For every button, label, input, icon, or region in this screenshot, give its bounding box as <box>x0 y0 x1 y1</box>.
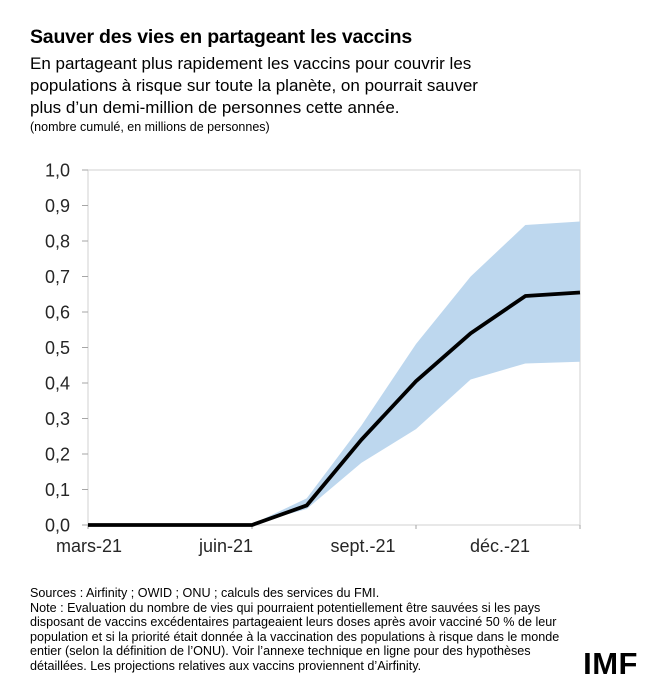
note-line: population et si la priorité était donné… <box>30 629 560 644</box>
svg-text:1,0: 1,0 <box>45 161 70 181</box>
svg-text:0,7: 0,7 <box>45 267 70 287</box>
axis-unit-note: (nombre cumulé, en millions de personnes… <box>30 120 270 134</box>
svg-text:0,5: 0,5 <box>45 338 70 358</box>
note-line: détaillées. Les projections relatives au… <box>30 658 422 673</box>
subtitle-line: plus d’un demi-million de personnes cett… <box>30 98 400 117</box>
svg-text:0,4: 0,4 <box>45 374 70 394</box>
imf-logo: IMF <box>583 646 638 681</box>
page-title: Sauver des vies en partageant les vaccin… <box>30 26 413 48</box>
svg-text:0,9: 0,9 <box>45 196 70 216</box>
svg-text:0,0: 0,0 <box>45 516 70 536</box>
source-line: Sources : Airfinity ; OWID ; ONU ; calcu… <box>30 586 380 600</box>
svg-text:0,1: 0,1 <box>45 480 70 500</box>
svg-text:0,8: 0,8 <box>45 232 70 252</box>
svg-text:déc.-21: déc.-21 <box>470 536 530 556</box>
subtitle-line: En partageant plus rapidement les vaccin… <box>30 54 472 73</box>
svg-text:mars-21: mars-21 <box>56 536 122 556</box>
note-line: Note : Evaluation du nombre de vies qui … <box>30 600 541 615</box>
figure-subtitle: En partageant plus rapidement les vaccin… <box>30 53 478 119</box>
chart: 1,0 0,9 0,8 0,7 0,6 0,5 0,4 0,3 0,2 0,1 0,0 mars-21… <box>0 160 650 565</box>
chart-svg: 1,0 0,9 0,8 0,7 0,6 0,5 0,4 0,3 0,2 0,1 0,0mars-21… <box>45 161 581 556</box>
source-note: Sources : Airfinity ; OWID ; ONU ; calcu… <box>30 586 559 674</box>
svg-text:sept.-21: sept.-21 <box>330 536 395 556</box>
svg-text:juin-21: juin-21 <box>198 536 253 556</box>
note-line: entier (selon la définition de l’ONU). V… <box>30 644 531 659</box>
note-line: disposant de vaccins excédentaires parta… <box>30 615 557 630</box>
svg-text:0,3: 0,3 <box>45 409 70 429</box>
svg-text:0,6: 0,6 <box>45 303 70 323</box>
svg-text:0,2: 0,2 <box>45 445 70 465</box>
subtitle-line: populations à risque sur toute la planèt… <box>30 76 478 95</box>
